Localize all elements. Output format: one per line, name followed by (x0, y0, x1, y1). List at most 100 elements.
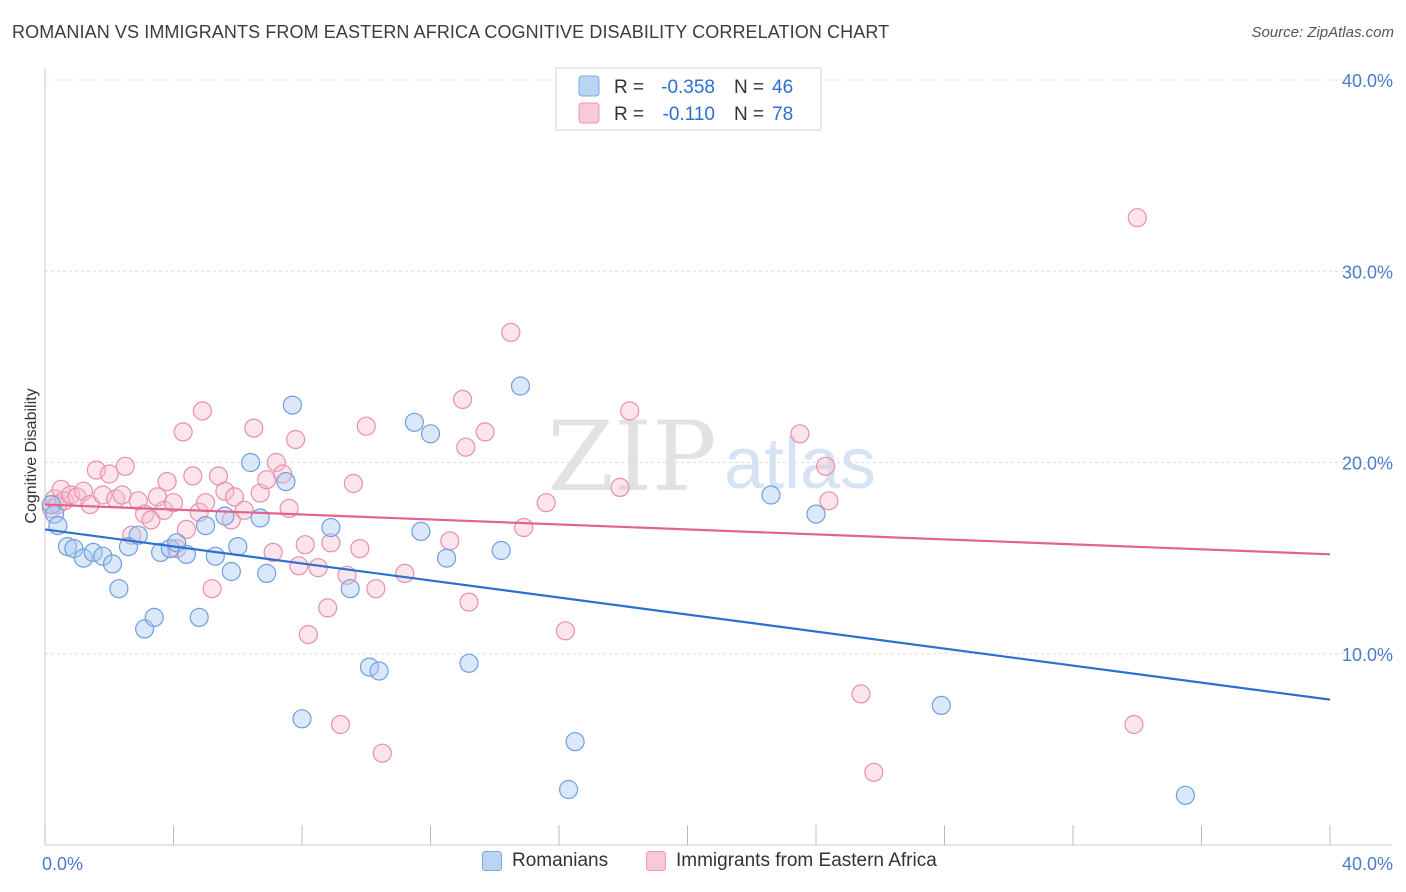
romanians-point (221, 561, 241, 582)
immigrants-point (350, 538, 370, 559)
immigrants-point (501, 322, 521, 342)
chart-title: ROMANIAN VS IMMIGRANTS FROM EASTERN AFRI… (12, 22, 890, 42)
romanians-point (128, 525, 148, 545)
romanians-point (565, 732, 585, 752)
immigrants-point (440, 531, 460, 551)
legend-n-label-1: N = (734, 77, 764, 98)
immigrants-point (257, 470, 277, 490)
legend-n-value-1: 46 (772, 77, 793, 98)
romanians-point (806, 504, 826, 524)
romanians-point (241, 452, 261, 473)
legend-item-immigrants: Immigrants from Eastern Africa (646, 850, 937, 872)
romanians-point (83, 542, 103, 563)
immigrants-point (356, 416, 376, 436)
immigrants-point (1124, 714, 1144, 735)
legend-swatch-blue (578, 75, 600, 97)
immigrants-point (459, 592, 479, 612)
legend-n-label-2: N = (734, 104, 764, 125)
immigrants-point (395, 563, 415, 584)
source-label: Source: ZipAtlas.com (1251, 24, 1394, 41)
legend-r-label-1: R = (614, 77, 644, 98)
romanians-point (459, 653, 479, 673)
romanians-point (491, 540, 511, 561)
romanians-point (369, 661, 389, 681)
immigrants-point (183, 466, 203, 486)
romanians-point (144, 607, 164, 628)
immigrants-point (815, 456, 836, 476)
romanians-point (321, 517, 341, 538)
y-tick-label: 40.0% (1342, 71, 1393, 91)
immigrants-point (864, 762, 884, 782)
romanians-point (411, 521, 431, 542)
romanians-point (73, 548, 94, 568)
romanians-point (109, 579, 129, 599)
immigrants-point (851, 684, 871, 704)
x-tick-label-min: 0.0% (42, 854, 83, 874)
romanians-point (102, 554, 123, 574)
legend-swatch-immigrants (646, 851, 666, 871)
immigrants-point (321, 533, 341, 553)
romanians-point (558, 779, 579, 800)
immigrants-point (555, 621, 576, 641)
immigrants-point (157, 472, 177, 492)
immigrants-point (289, 556, 309, 576)
immigrants-point (244, 418, 264, 438)
immigrants-point (298, 624, 318, 645)
immigrants-point (366, 579, 386, 599)
immigrants-point (51, 479, 71, 499)
legend-bottom: Romanians Immigrants from Eastern Africa (0, 850, 1406, 878)
immigrants-point (192, 401, 212, 421)
romanians-point (1175, 785, 1196, 805)
immigrants-point (456, 437, 476, 457)
immigrants-point (372, 743, 392, 763)
immigrants-point (819, 491, 839, 511)
watermark-atlas: atlas (724, 424, 876, 504)
axes (44, 68, 1392, 846)
romanians-point (282, 395, 302, 415)
tick-labels: 10.0% 20.0% 30.0% 40.0% 0.0% 40.0% (42, 71, 1393, 874)
trend-line-romanians (44, 528, 1331, 701)
legend-top: R = -0.358 N = 46 R = -0.110 N = 78 (555, 67, 822, 131)
immigrants-point (266, 452, 286, 473)
legend-label-romanians: Romanians (512, 850, 609, 871)
immigrants-point (173, 422, 193, 442)
immigrants-point (163, 493, 184, 513)
immigrants-point (295, 535, 315, 555)
immigrants-point (453, 389, 473, 409)
legend-r-value-1: -0.358 (661, 77, 715, 98)
x-tick-label-max: 40.0% (1342, 854, 1393, 874)
immigrants-point (286, 429, 306, 450)
romanians-point (215, 506, 235, 526)
immigrants-point (1127, 208, 1147, 228)
y-tick-label: 10.0% (1342, 645, 1393, 665)
immigrants-point (44, 489, 65, 509)
immigrants-point (115, 456, 135, 476)
immigrants-point (318, 598, 338, 618)
trend-line-immigrants (44, 503, 1331, 556)
immigrants-point (308, 558, 328, 578)
immigrants-point (343, 473, 363, 494)
romanians-point (404, 412, 424, 432)
immigrants-point (514, 517, 534, 538)
y-tick-label: 30.0% (1342, 262, 1393, 282)
romanians-point (257, 563, 277, 584)
immigrants-point (536, 493, 556, 513)
legend-r-label-2: R = (614, 104, 644, 125)
romanians-point (93, 546, 113, 566)
romanians-point (205, 546, 225, 566)
romanians-point (420, 424, 441, 444)
romanians-point (196, 515, 216, 536)
romanians-point (292, 709, 312, 729)
immigrants-point (475, 422, 495, 442)
series-immigrants-points (41, 208, 1147, 782)
romanians-point (276, 472, 296, 492)
immigrants-point (234, 500, 254, 520)
immigrants-point (263, 542, 283, 563)
romanians-point (340, 579, 360, 599)
legend-swatch-pink (578, 102, 600, 124)
immigrants-point (141, 510, 161, 530)
romanians-point (761, 485, 781, 505)
legend-swatch-romanians (482, 851, 502, 871)
romanians-point (510, 376, 531, 396)
romanians-point (189, 607, 209, 628)
